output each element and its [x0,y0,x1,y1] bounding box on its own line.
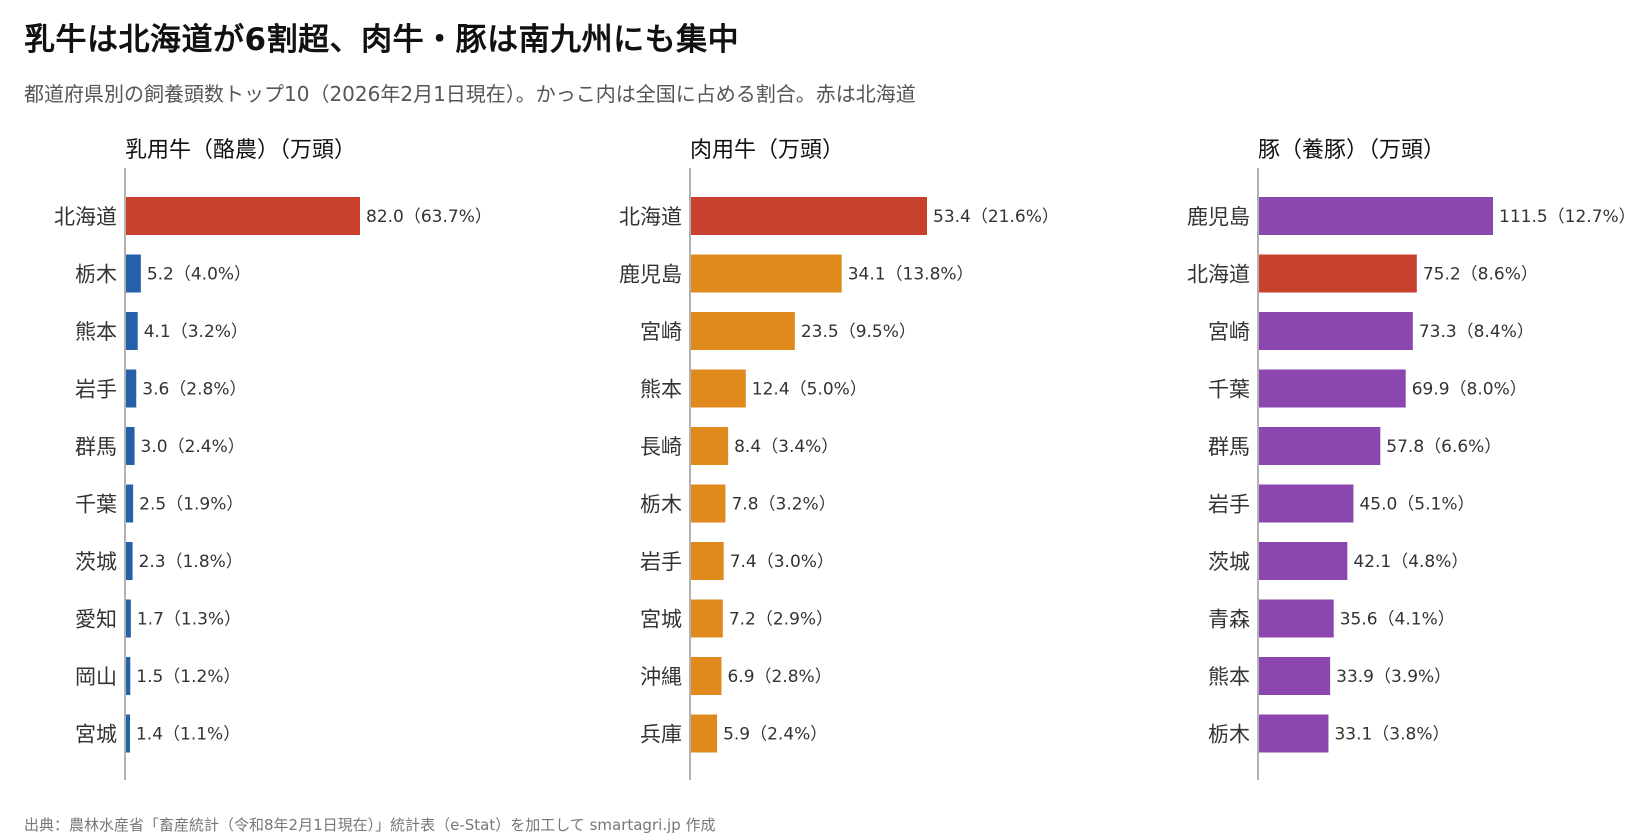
category-label: 青森 [1208,608,1250,632]
charts-area: 乳用牛（酪農）（万頭） 北海道 82.0（63.7%） 栃木 5.2（4.0%） 熊本 4.… [54,138,1636,780]
category-label: 千葉 [1208,378,1250,402]
category-label: 熊本 [75,320,117,344]
bar [1259,312,1413,350]
data-label: 57.8（6.6%） [1386,437,1501,457]
data-label: 33.9（3.9%） [1336,667,1451,687]
bar [1259,484,1354,523]
category-label: 茨城 [75,550,117,574]
bar [126,369,137,408]
bar [126,484,134,523]
data-label: 4.1（3.2%） [144,322,248,342]
data-label: 1.7（1.3%） [137,610,241,630]
category-label: 北海道 [54,205,117,229]
category-label: 栃木 [1208,723,1250,747]
bar [126,599,131,638]
data-label: 2.3（1.8%） [139,552,243,572]
chart-title: 乳牛は北海道が6割超、肉牛・豚は南九州にも集中 [24,22,740,58]
category-label: 栃木 [640,493,682,517]
panel-title: 肉用牛（万頭） [690,138,844,163]
category-label: 熊本 [640,378,682,402]
bar [126,542,133,580]
data-label: 111.5（12.7%） [1499,207,1636,227]
data-label: 45.0（5.1%） [1359,495,1474,515]
bar [126,312,138,350]
category-label: 宮城 [640,608,682,632]
bar [1259,369,1406,408]
data-label: 1.5（1.2%） [136,667,240,687]
panel-title: 豚（養豚）（万頭） [1258,138,1445,163]
category-label: 群馬 [75,435,117,459]
bar [691,542,724,580]
bar [1259,254,1417,293]
category-label: 鹿児島 [1187,205,1250,229]
data-label: 34.1（13.8%） [848,265,974,285]
data-label: 12.4（5.0%） [752,380,867,400]
data-label: 33.1（3.8%） [1334,725,1449,745]
bar [1259,197,1493,235]
data-label: 23.5（9.5%） [801,322,916,342]
data-label: 75.2（8.6%） [1423,265,1538,285]
bar [126,197,360,235]
bar [1259,657,1331,695]
bar [1259,427,1381,465]
data-label: 42.1（4.8%） [1353,552,1468,572]
category-label: 栃木 [75,263,117,287]
category-label: 長崎 [640,435,682,459]
data-label: 2.5（1.9%） [139,495,243,515]
category-label: 北海道 [1187,263,1250,287]
category-label: 宮城 [75,723,117,747]
bar [691,312,795,350]
data-label: 7.4（3.0%） [730,552,834,572]
data-label: 69.9（8.0%） [1412,380,1527,400]
bar [691,197,927,235]
category-label: 鹿児島 [619,263,682,287]
category-label: 岩手 [1208,493,1250,517]
category-label: 千葉 [75,493,117,517]
bar [126,427,135,465]
data-label: 53.4（21.6%） [933,207,1059,227]
data-label: 3.6（2.8%） [142,380,246,400]
category-label: 茨城 [1208,550,1250,574]
bar [126,714,130,753]
data-label: 1.4（1.1%） [136,725,240,745]
category-label: 宮崎 [1208,320,1250,344]
chart-subtitle: 都道府県別の飼養頭数トップ10（2026年2月1日現在）。かっこ内は全国に占める… [24,82,916,106]
bar [691,714,718,753]
category-label: 群馬 [1208,435,1250,459]
category-label: 熊本 [1208,665,1250,689]
category-label: 岩手 [75,378,117,402]
data-label: 5.9（2.4%） [723,725,827,745]
bar [691,599,723,638]
bar [691,369,746,408]
category-label: 宮崎 [640,320,682,344]
source-note: 出典：農林水産省「畜産統計（令和8年2月1日現在）」統計表（e-Stat）を加工… [24,816,716,834]
data-label: 7.8（3.2%） [731,495,835,515]
bar [691,427,729,465]
data-label: 73.3（8.4%） [1419,322,1534,342]
panel-title: 乳用牛（酪農）（万頭） [125,138,356,163]
bar [126,657,131,695]
data-label: 35.6（4.1%） [1340,610,1455,630]
bar [691,484,726,523]
bar [1259,542,1348,580]
category-label: 岡山 [75,665,117,689]
bar [691,254,842,293]
category-label: 岩手 [640,550,682,574]
data-label: 7.2（2.9%） [729,610,833,630]
category-label: 北海道 [619,205,682,229]
category-label: 愛知 [75,608,117,632]
bar [691,657,722,695]
data-label: 8.4（3.4%） [734,437,838,457]
data-label: 3.0（2.4%） [141,437,245,457]
data-label: 82.0（63.7%） [366,207,492,227]
bar [126,254,141,293]
bar [1259,714,1329,753]
category-label: 兵庫 [640,723,682,747]
bar [1259,599,1334,638]
category-label: 沖縄 [640,665,682,689]
data-label: 5.2（4.0%） [147,265,251,285]
data-label: 6.9（2.8%） [727,667,831,687]
